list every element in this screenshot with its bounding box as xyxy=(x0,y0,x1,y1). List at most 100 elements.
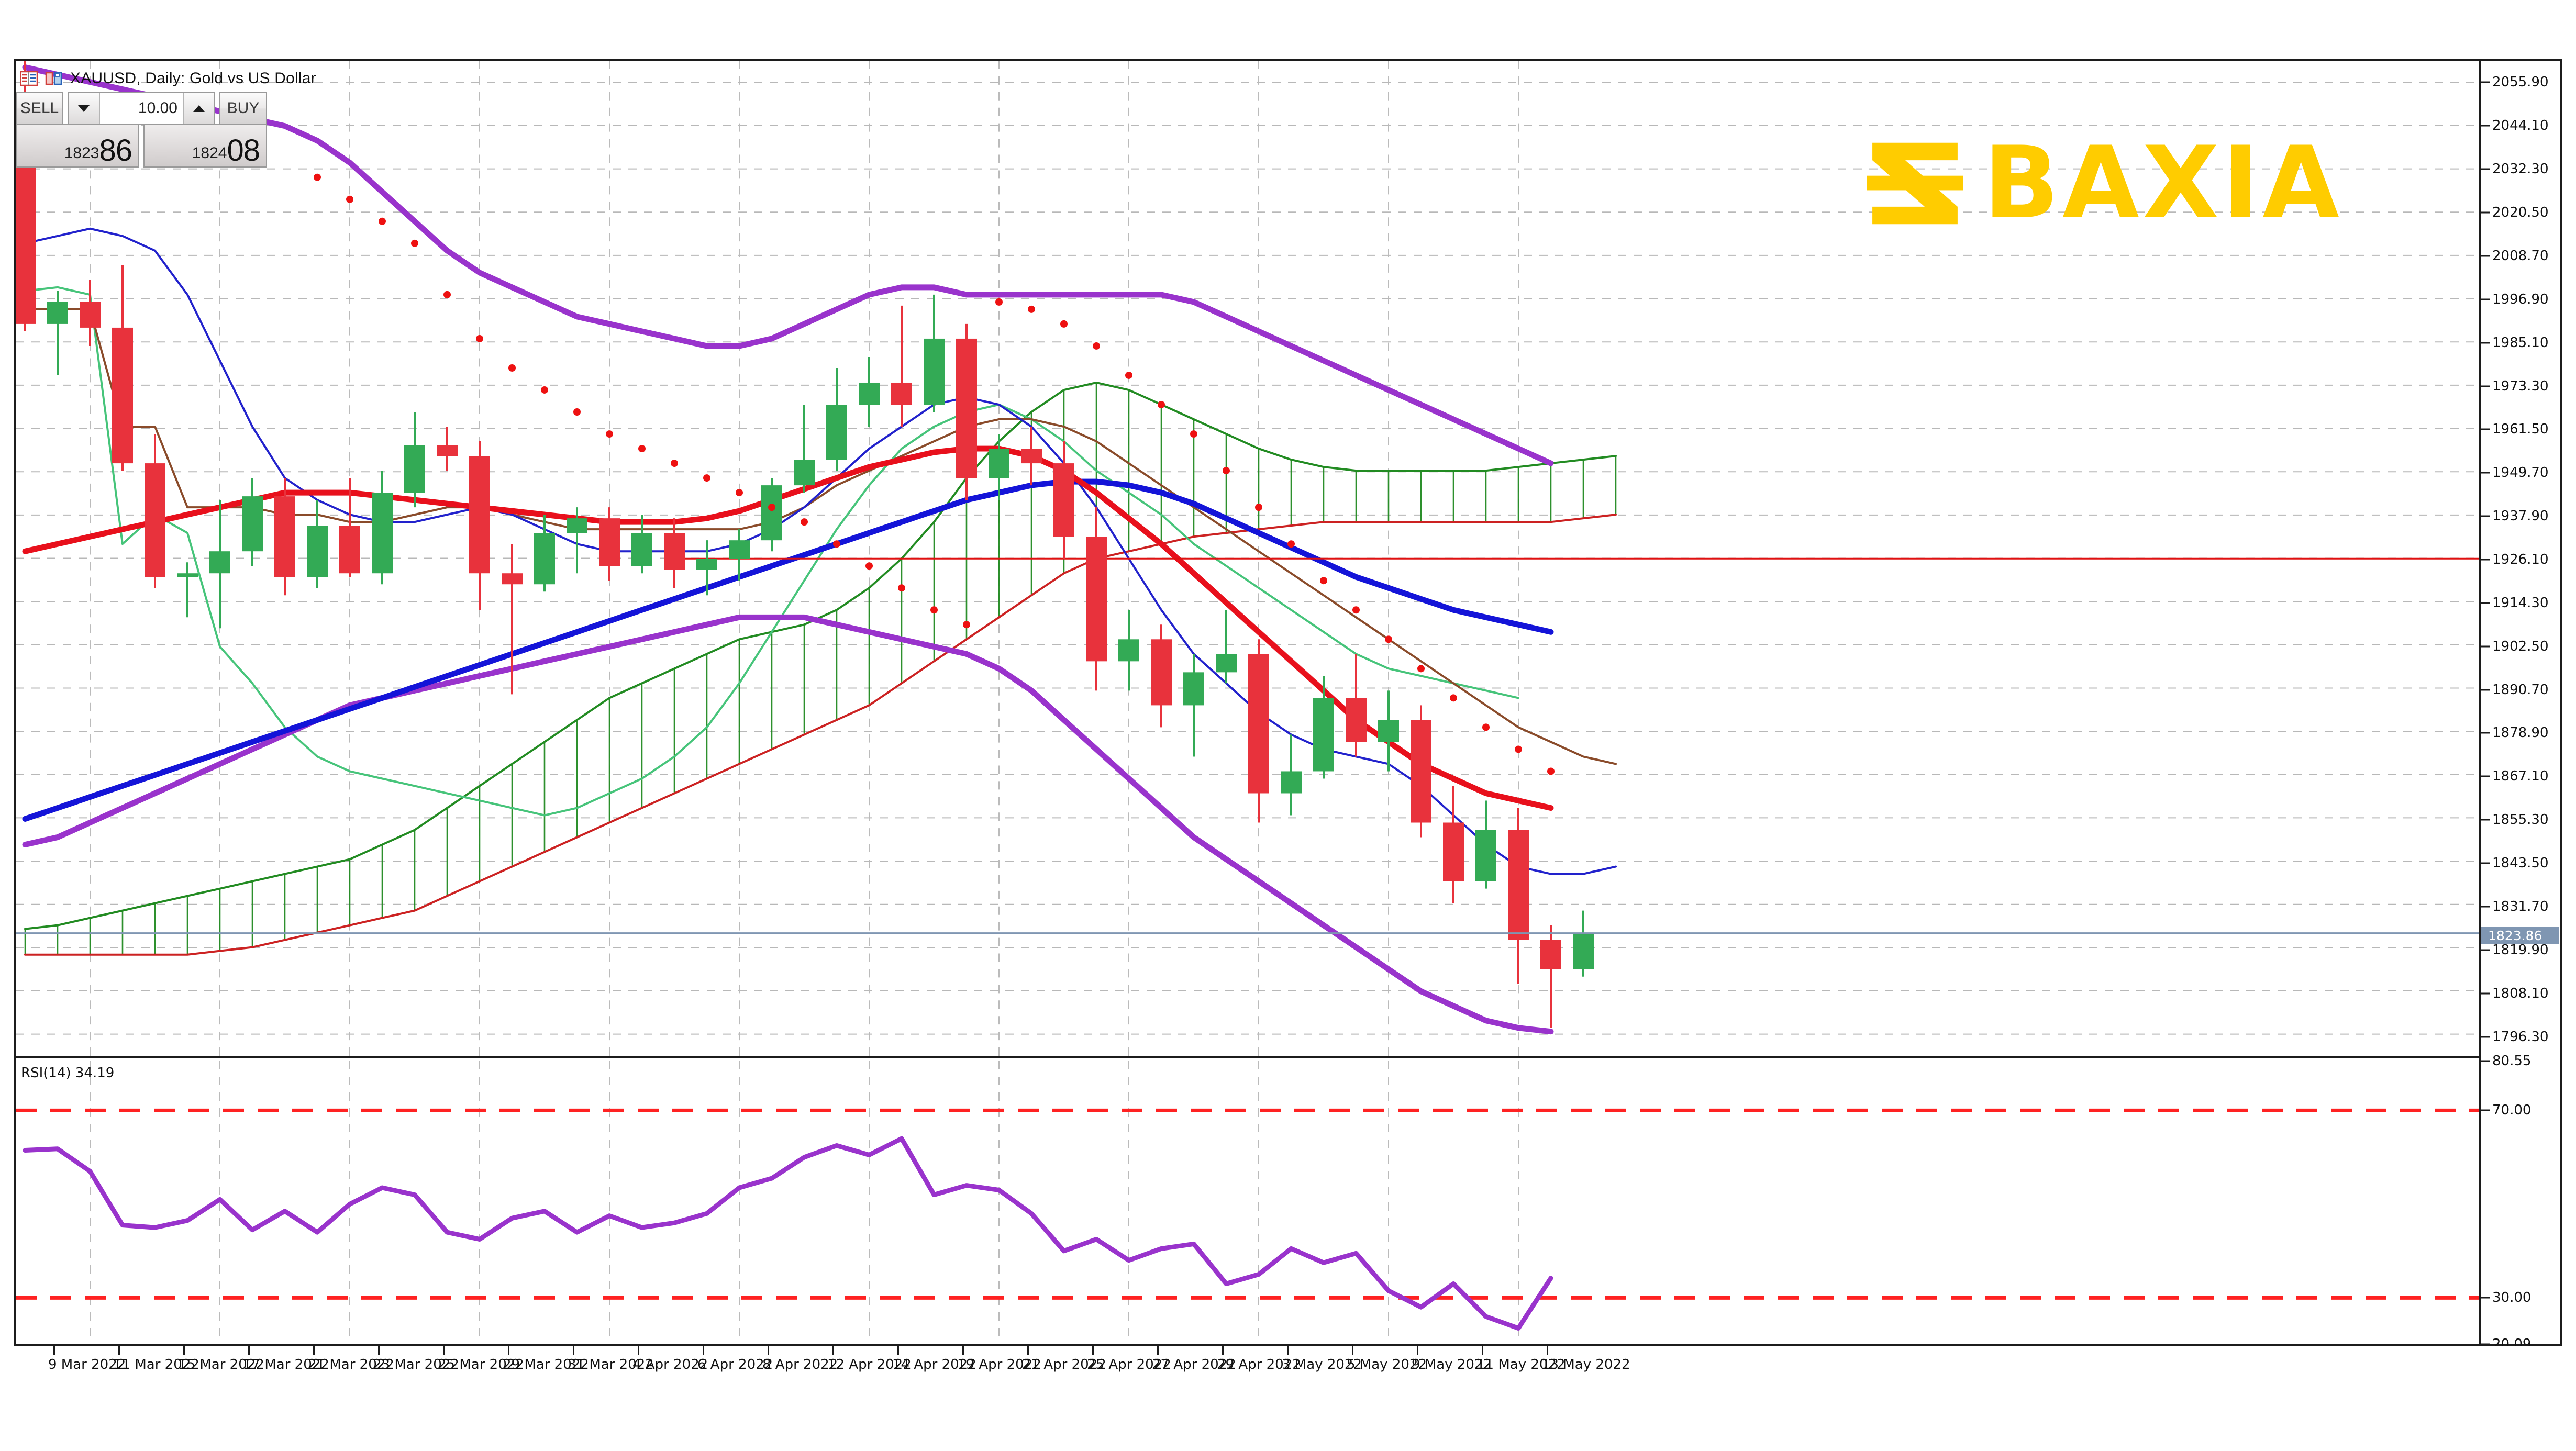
bollinger-lower-band xyxy=(22,614,1554,1035)
candle-body xyxy=(859,382,880,405)
ichimoku-tenkan-sen xyxy=(24,227,1617,875)
price-axis-label: 1961.50 xyxy=(2492,421,2549,438)
volume-decrease-button[interactable] xyxy=(69,93,100,124)
price-axis-label: 2008.70 xyxy=(2492,248,2549,264)
price-axis-label: 1867.10 xyxy=(2492,768,2549,785)
date-axis-tick xyxy=(53,1346,55,1355)
price-axis-tick xyxy=(2481,342,2490,344)
price-axis-label: 2044.10 xyxy=(2492,118,2549,134)
ichimoku-chikou-span xyxy=(24,286,1519,817)
date-axis-tick xyxy=(1352,1346,1353,1355)
date-axis-tick xyxy=(443,1346,445,1355)
sell-price-quote[interactable]: 1823 86 xyxy=(16,124,139,168)
candle-body xyxy=(794,460,815,486)
price-axis-label: 1808.10 xyxy=(2492,985,2549,1001)
price-axis-label: 1949.70 xyxy=(2492,465,2549,481)
price-axis-label: 1843.50 xyxy=(2492,855,2549,872)
candle-body xyxy=(891,382,912,405)
moving-average-fast xyxy=(22,445,1554,811)
rsi-axis-tick xyxy=(2481,1297,2490,1299)
date-axis-label: 25 Mar 2022 xyxy=(438,1357,524,1372)
date-axis-tick xyxy=(897,1346,899,1355)
candle-body xyxy=(1540,940,1561,969)
date-axis-tick xyxy=(1157,1346,1159,1355)
volume-increase-button[interactable] xyxy=(183,93,214,124)
candle-body xyxy=(145,463,165,577)
date-axis-tick xyxy=(1547,1346,1548,1355)
price-axis-tick xyxy=(2481,559,2490,561)
price-axis-label: 1855.30 xyxy=(2492,812,2549,828)
date-axis-label: 11 Mar 2022 xyxy=(113,1357,199,1372)
date-axis-label: 13 May 2022 xyxy=(1541,1357,1630,1372)
date-axis-label: 23 Mar 2022 xyxy=(373,1357,459,1372)
date-axis: 9 Mar 2022 11 Mar 2022 15 Mar 2022 17 Mar 2… xyxy=(14,1346,2562,1394)
bar-chart-icon[interactable] xyxy=(45,71,63,86)
date-axis-label: 21 Mar 2022 xyxy=(308,1357,394,1372)
date-axis-label: 17 Mar 2022 xyxy=(243,1357,329,1372)
price-axis-tick xyxy=(2481,1036,2490,1038)
parabolic-sar-dots xyxy=(314,173,1555,775)
buy-button[interactable]: BUY xyxy=(219,92,267,125)
candle-body xyxy=(80,302,101,328)
candlestick-series[interactable] xyxy=(16,61,1594,1028)
date-axis-label: 15 Mar 2022 xyxy=(178,1357,264,1372)
moving-average-slow xyxy=(22,478,1554,822)
candle-body xyxy=(1021,449,1042,464)
date-axis-tick xyxy=(1287,1346,1289,1355)
candle-body xyxy=(1086,537,1107,662)
baxia-watermark: BAXIA xyxy=(1867,133,2342,233)
price-axis-label: 1937.90 xyxy=(2492,508,2549,524)
candle-body xyxy=(534,533,555,585)
candle-body xyxy=(826,405,847,460)
price-plot xyxy=(16,61,2479,1056)
candle-body xyxy=(729,540,750,559)
volume-stepper[interactable]: 10.00 xyxy=(68,92,215,125)
candle-body xyxy=(372,493,393,574)
date-axis-tick xyxy=(703,1346,704,1355)
date-axis-tick xyxy=(573,1346,574,1355)
sell-button[interactable]: SELL xyxy=(16,92,63,125)
date-axis-tick xyxy=(1222,1346,1224,1355)
date-axis-label: 4 Apr 2022 xyxy=(632,1357,708,1372)
ichimoku-senkou-a-line xyxy=(24,381,1617,930)
price-axis-tick xyxy=(2481,515,2490,517)
price-axis-label: 2032.30 xyxy=(2492,161,2549,177)
price-axis-tick xyxy=(2481,602,2490,604)
current-price-badge[interactable]: 1823.86 xyxy=(2481,927,2559,945)
date-axis-label: 29 Apr 2022 xyxy=(1217,1357,1301,1372)
candle-body xyxy=(437,445,458,456)
baxia-logo-icon xyxy=(1867,142,1963,224)
price-axis-tick xyxy=(2481,255,2490,257)
candle-body xyxy=(469,456,490,574)
price-axis-tick xyxy=(2481,819,2490,821)
candle-body xyxy=(1281,771,1302,794)
price-axis-tick xyxy=(2481,428,2490,430)
rsi-pane[interactable]: RSI(14) 34.19 xyxy=(16,1061,2479,1344)
price-axis[interactable]: 2055.90 2044.10 2032.30 2020.50 2008.70 1996.… xyxy=(2479,61,2560,1352)
date-axis-label: 3 May 2022 xyxy=(1282,1357,1362,1372)
buy-price-decimal: 08 xyxy=(227,133,260,168)
buy-price-quote[interactable]: 1824 08 xyxy=(143,124,267,168)
candle-body xyxy=(112,327,133,464)
chevron-down-icon xyxy=(78,105,90,112)
candle-body xyxy=(1053,463,1074,537)
price-axis-tick xyxy=(2481,906,2490,908)
price-axis-label: 1996.90 xyxy=(2492,291,2549,307)
rsi-axis-tick xyxy=(2481,1343,2490,1345)
date-axis-label: 11 May 2022 xyxy=(1476,1357,1565,1372)
volume-input[interactable]: 10.00 xyxy=(100,93,183,124)
price-axis-tick xyxy=(2481,992,2490,995)
ichimoku-kijun-sen xyxy=(24,308,1617,765)
candle-body xyxy=(1118,639,1139,662)
date-axis-tick xyxy=(313,1346,315,1355)
chart-data-icon[interactable] xyxy=(20,71,38,86)
date-axis-tick xyxy=(1482,1346,1483,1355)
date-axis-tick xyxy=(118,1346,120,1355)
date-axis-tick xyxy=(378,1346,380,1355)
rsi-line xyxy=(23,1136,1553,1331)
price-pane[interactable] xyxy=(16,61,2479,1058)
candle-body xyxy=(989,449,1009,478)
date-axis-label: 6 Apr 2022 xyxy=(697,1357,773,1372)
price-axis-label: 2055.90 xyxy=(2492,74,2549,91)
